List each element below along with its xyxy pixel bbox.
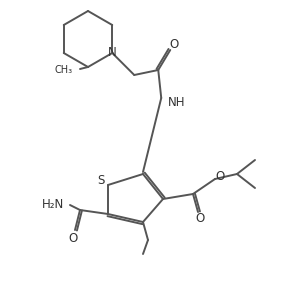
Text: O: O [215, 169, 225, 182]
Text: NH: NH [168, 96, 186, 108]
Text: O: O [195, 212, 205, 225]
Text: S: S [97, 173, 105, 187]
Text: H₂N: H₂N [42, 198, 64, 210]
Text: O: O [68, 232, 78, 244]
Text: N: N [108, 46, 117, 60]
Text: CH₃: CH₃ [55, 65, 73, 75]
Text: O: O [170, 38, 179, 51]
